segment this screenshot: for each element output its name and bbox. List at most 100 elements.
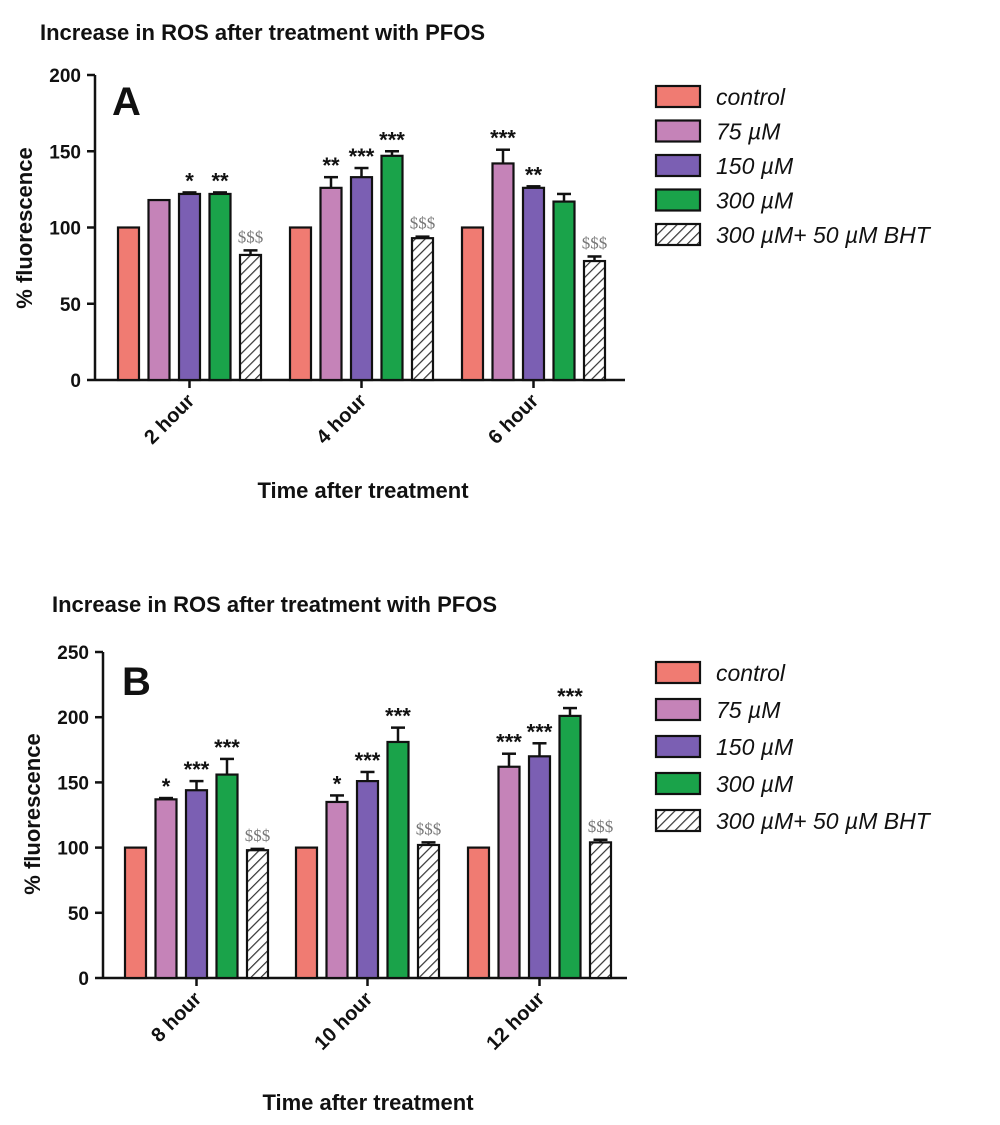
bar	[177, 192, 202, 382]
bar	[116, 226, 141, 382]
y-axis-label: % fluorescence	[20, 733, 45, 894]
y-tick-label: 0	[70, 371, 81, 392]
bar	[147, 198, 171, 382]
bar	[245, 849, 270, 980]
significance-star-label: *	[162, 774, 171, 799]
bar	[410, 237, 435, 382]
significance-star-label: ***	[379, 127, 405, 152]
bar	[552, 200, 576, 382]
y-tick-label: 50	[60, 295, 81, 316]
y-tick-label: 150	[49, 142, 81, 163]
panel-label: B	[122, 660, 151, 704]
bar	[208, 192, 232, 382]
x-tick-label: 12 hour	[482, 988, 549, 1055]
bar	[355, 779, 380, 980]
legend-swatch	[654, 119, 702, 143]
bar	[588, 841, 613, 980]
y-tick-label: 100	[49, 219, 81, 240]
significance-dollar-label: $$$	[238, 227, 264, 246]
y-tick-label: 100	[57, 839, 89, 860]
legend-swatch	[654, 222, 702, 247]
legend-label: control	[716, 84, 786, 110]
significance-star-label: **	[525, 162, 543, 187]
significance-star-label: ***	[184, 757, 210, 782]
y-tick-label: 200	[49, 66, 81, 87]
significance-star-label: **	[211, 168, 229, 193]
legend-swatch	[654, 84, 702, 109]
legend-label: 300 µM	[716, 771, 794, 797]
bar	[294, 846, 319, 980]
x-tick-label: 8 hour	[147, 988, 206, 1047]
significance-star-label: ***	[349, 144, 375, 169]
x-tick-label: 6 hour	[484, 390, 543, 449]
x-axis-label: Time after treatment	[257, 478, 469, 503]
bar	[288, 226, 313, 382]
legend-label: 300 µM	[716, 188, 794, 214]
significance-star-label: ***	[496, 730, 522, 755]
bar	[558, 714, 582, 980]
bar	[215, 773, 239, 980]
legend-label: 300 µM+ 50 µM BHT	[716, 808, 932, 834]
significance-star-label: ***	[214, 735, 240, 760]
significance-dollar-label: $$$	[245, 826, 271, 845]
y-tick-label: 50	[68, 904, 89, 925]
significance-star-label: *	[185, 168, 194, 193]
legend: control 75 µM 150 µM 300 µM 300 µM+ 50 µM BH…	[654, 660, 932, 834]
bar	[521, 186, 546, 382]
bar	[349, 176, 374, 382]
y-tick-label: 0	[78, 969, 89, 990]
legend-swatch	[654, 660, 702, 685]
legend-swatch	[654, 771, 702, 796]
legend-label: 75 µM	[716, 119, 781, 145]
bar	[238, 253, 263, 382]
bar	[319, 186, 343, 382]
bar	[386, 740, 410, 980]
x-axis-label: Time after treatment	[262, 1090, 474, 1115]
significance-star-label: ***	[557, 684, 583, 709]
y-tick-label: 150	[57, 773, 89, 794]
legend-swatch	[654, 734, 702, 759]
significance-star-label: *	[333, 771, 342, 796]
y-tick-label: 200	[57, 708, 89, 729]
chart-title: Increase in ROS after treatment with PFO…	[40, 20, 485, 45]
bar	[527, 755, 552, 980]
bar	[416, 843, 441, 980]
bar	[325, 800, 349, 980]
significance-dollar-label: $$$	[588, 817, 614, 836]
bar	[497, 765, 521, 980]
bar	[491, 162, 515, 382]
legend-swatch	[654, 808, 702, 833]
legend-label: 300 µM+ 50 µM BHT	[716, 222, 932, 248]
significance-star-label: **	[322, 153, 340, 178]
y-tick-label: 250	[57, 643, 89, 664]
significance-dollar-label: $$$	[416, 819, 442, 838]
legend-swatch	[654, 697, 702, 722]
chart-title: Increase in ROS after treatment with PFO…	[52, 592, 497, 617]
legend-swatch	[654, 153, 702, 178]
bar	[582, 259, 607, 382]
x-tick-label: 10 hour	[310, 988, 377, 1055]
significance-star-label: ***	[385, 704, 411, 729]
legend-label: control	[716, 660, 786, 686]
significance-star-label: ***	[355, 748, 381, 773]
panel-label: A	[112, 80, 141, 124]
legend-label: 150 µM	[716, 734, 794, 760]
significance-star-label: ***	[527, 719, 553, 744]
x-tick-label: 2 hour	[140, 390, 199, 449]
legend-swatch	[654, 188, 702, 212]
bar	[154, 798, 178, 980]
bar	[123, 846, 148, 980]
bar	[380, 154, 404, 382]
x-tick-label: 4 hour	[312, 390, 371, 449]
bar	[466, 846, 491, 980]
bar	[460, 226, 485, 382]
significance-star-label: ***	[490, 126, 516, 151]
y-axis-label: % fluorescence	[12, 147, 37, 308]
significance-dollar-label: $$$	[582, 233, 608, 252]
legend-label: 150 µM	[716, 153, 794, 179]
legend: control 75 µM 150 µM 300 µM 300 µM+ 50 µM BH…	[654, 84, 932, 248]
chart-panel-a: Increase in ROS after treatment with PFO…	[12, 20, 932, 503]
bar	[184, 789, 209, 980]
